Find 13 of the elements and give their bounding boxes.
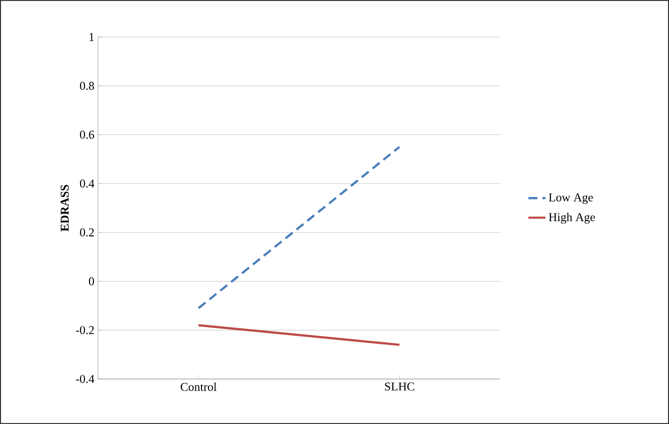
legend-label: High Age (548, 212, 595, 224)
legend-label: Low Age (548, 193, 593, 204)
x-tick-label: SLHC (385, 382, 414, 391)
y-tick-label: 1 (90, 33, 94, 41)
y-tick-label: 0.6 (80, 130, 94, 139)
x-tick-label: Control (180, 382, 217, 391)
y-tick-label: -0.4 (76, 374, 94, 384)
y-tick-label: 0 (88, 277, 94, 286)
y-tick-label: 0.2 (80, 228, 94, 236)
y-tick-label: 0.4 (80, 180, 94, 188)
y-tick-label: -0.2 (76, 326, 94, 334)
y-axis-title: EDRASS (60, 184, 69, 232)
y-tick-label: 0.8 (80, 82, 94, 90)
